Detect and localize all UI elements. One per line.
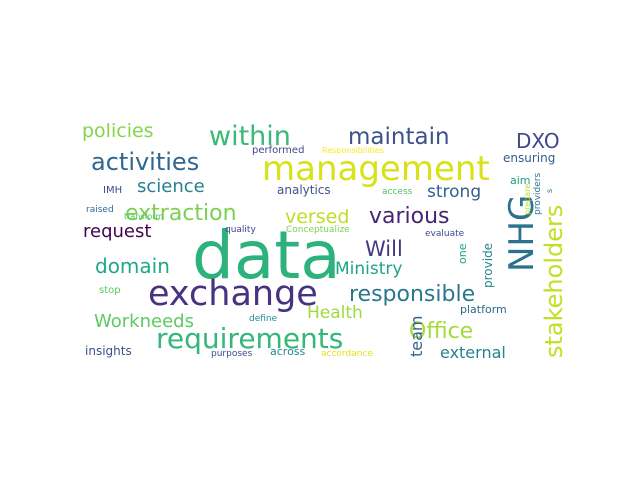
- word-will: Will: [365, 237, 403, 261]
- word-dxo: DXO: [516, 129, 560, 153]
- word-workneeds: Workneeds: [94, 311, 194, 332]
- word-ministry: Ministry: [335, 259, 402, 279]
- word-performed: performed: [252, 145, 304, 156]
- word-activities: activities: [91, 148, 199, 176]
- word-imh: IMH: [103, 185, 122, 196]
- word-science: science: [137, 176, 205, 197]
- word-management: management: [262, 149, 490, 189]
- word-data: data: [192, 217, 341, 294]
- word-external: external: [440, 343, 506, 362]
- word-insights: insights: [85, 344, 132, 358]
- word-request: request: [83, 221, 151, 242]
- word-responsibilities: Responsibilities: [322, 146, 384, 155]
- word-one: one: [456, 243, 469, 264]
- word-responsible: responsible: [349, 282, 475, 307]
- word-within: within: [209, 121, 291, 152]
- word-access: access: [382, 187, 413, 197]
- word-purposes: purposes: [211, 349, 253, 359]
- word-exchange: exchange: [148, 274, 318, 314]
- word-strong: strong: [427, 182, 481, 202]
- word-extraction: extraction: [125, 201, 237, 226]
- word-define: define: [249, 314, 278, 324]
- word-office: Office: [409, 319, 473, 344]
- word-transform: transform: [124, 212, 163, 221]
- word-provide: provide: [481, 243, 495, 288]
- word-accordance: accordance: [321, 349, 373, 359]
- word-evaluate: evaluate: [425, 229, 465, 239]
- word-conceptualize: Conceptualize: [286, 225, 350, 235]
- word-team: team: [407, 315, 426, 357]
- word-ensuring: ensuring: [503, 151, 555, 165]
- word-stakeholders: stakeholders: [540, 205, 568, 358]
- word-s: s: [545, 189, 554, 193]
- word-maintain: maintain: [348, 124, 450, 150]
- word-various: various: [369, 204, 450, 229]
- word-providers: providers: [533, 173, 543, 215]
- word-domain: domain: [95, 254, 170, 278]
- word-policies: policies: [82, 120, 154, 142]
- word-aim: aim: [510, 174, 531, 187]
- word-nhg: NHG: [502, 195, 542, 272]
- word-quality: quality: [225, 225, 256, 235]
- word-platform: platform: [460, 303, 507, 316]
- word-across: across: [270, 345, 306, 358]
- word-stop: stop: [99, 285, 121, 296]
- word-health: Health: [307, 303, 363, 323]
- word-requirements: requirements: [156, 322, 343, 355]
- word-versed: versed: [285, 206, 349, 228]
- word-analytics: analytics: [277, 183, 331, 197]
- word-prepare: prepare: [523, 184, 532, 215]
- word-raised: raised: [86, 205, 114, 215]
